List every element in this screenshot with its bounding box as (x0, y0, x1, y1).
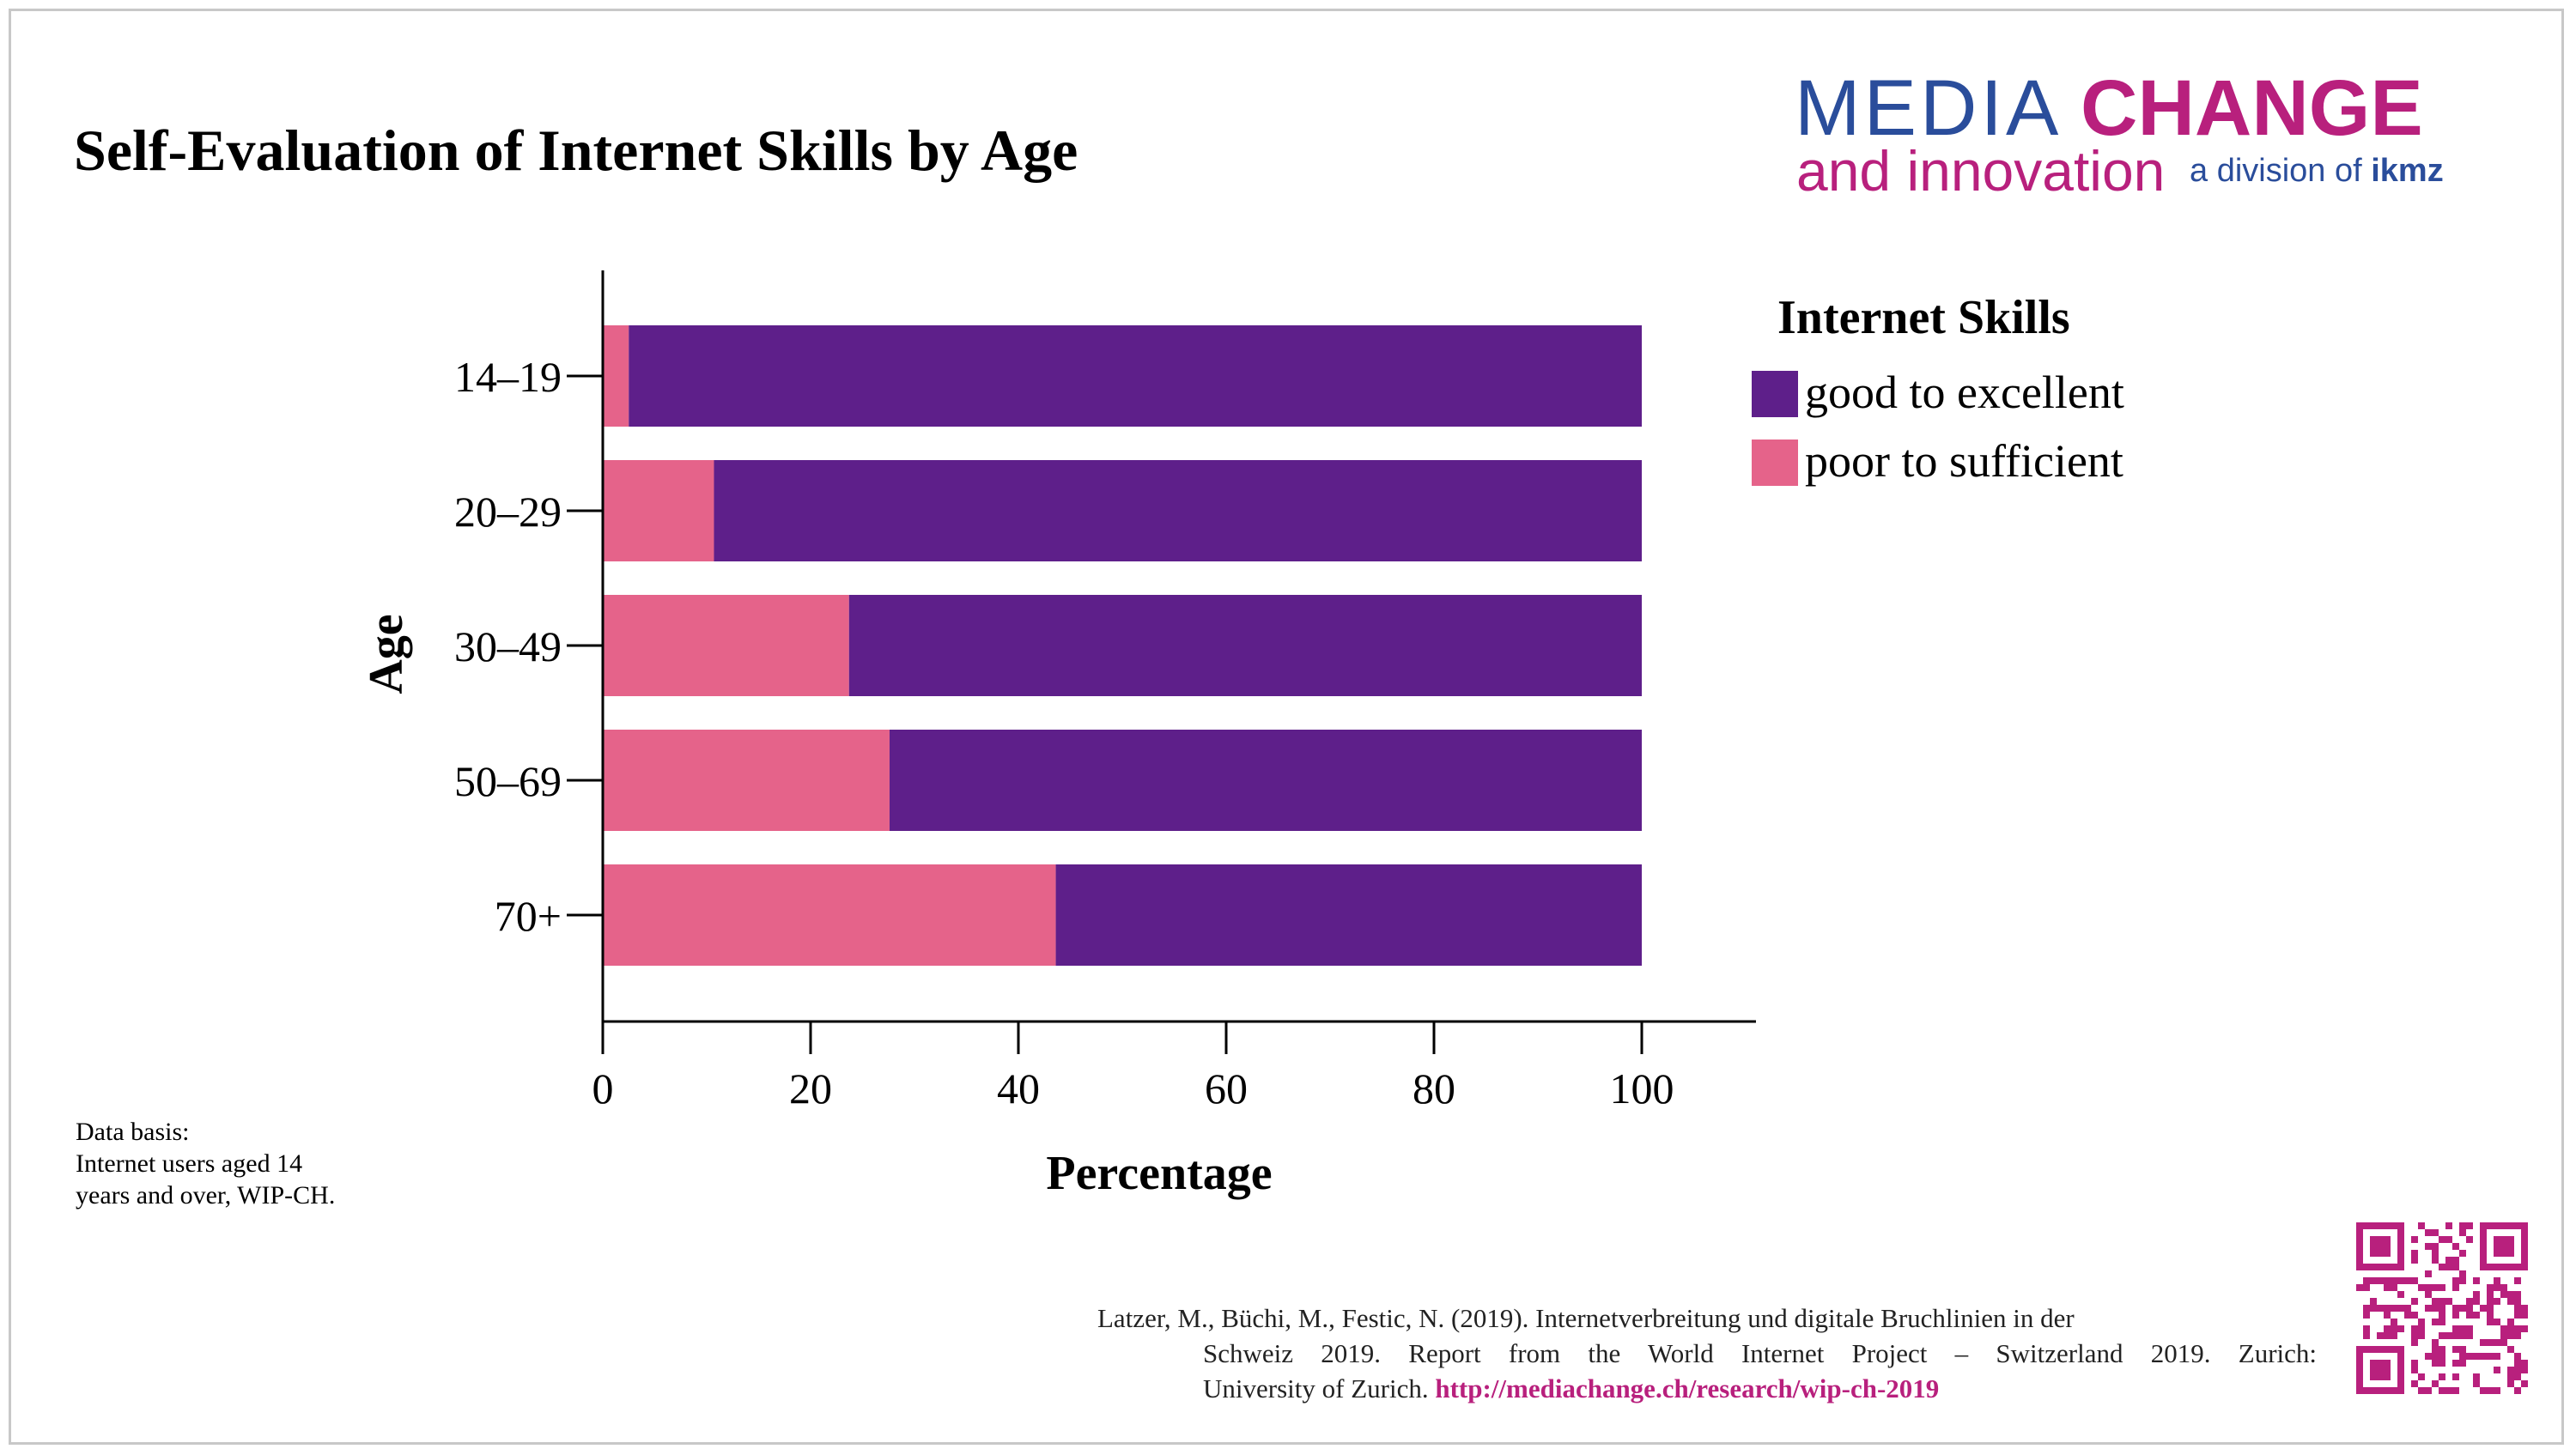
citation-link[interactable]: http://mediachange.ch/research/wip-ch-20… (1435, 1373, 1940, 1403)
axes-group: 14–19 20–29 30–49 50–69 70+ 0 20 40 60 80 100 (454, 270, 1756, 1112)
mediachange-logo: MEDIA CHANGE and innovation a division o… (1795, 64, 2524, 203)
qr-code-icon (2356, 1222, 2528, 1394)
legend: Internet Skills good to excellent poor t… (1752, 290, 2124, 487)
logo-division-text: a division of ikmz (2190, 155, 2444, 187)
citation-line-3: University of Zurich. http://mediachange… (1097, 1371, 2317, 1406)
bar-poor-to-sufficient-5 (603, 864, 1056, 966)
data-basis-line-3: years and over, WIP-CH. (76, 1181, 336, 1209)
citation-line-1: Latzer, M., Büchi, M., Festic, N. (2019)… (1097, 1303, 2075, 1333)
legend-title: Internet Skills (1777, 291, 2070, 344)
x-tick-label-100: 100 (1610, 1064, 1674, 1112)
legend-label-good: good to excellent (1805, 367, 2124, 418)
legend-label-poor: poor to sufficient (1805, 435, 2123, 487)
data-basis-line-2: Internet users aged 14 (76, 1149, 303, 1178)
bars-group (603, 325, 1642, 966)
bar-good-to-excellent-3 (848, 595, 1642, 696)
bar-poor-to-sufficient-2 (603, 460, 714, 561)
chart-title: Self-Evaluation of Internet Skills by Ag… (74, 118, 1078, 183)
logo-media-text: MEDIA (1795, 64, 2063, 152)
y-tick-label-5: 70+ (495, 892, 562, 940)
bar-poor-to-sufficient-3 (603, 595, 849, 696)
legend-swatch-poor (1752, 440, 1798, 486)
logo-ikmz-text: ikmz (2371, 153, 2444, 189)
logo-innovation-text: and innovation (1796, 139, 2166, 203)
bar-good-to-excellent-1 (629, 325, 1642, 427)
bar-good-to-excellent-2 (714, 460, 1642, 561)
bar-good-to-excellent-5 (1055, 864, 1642, 966)
legend-swatch-good (1752, 371, 1798, 417)
x-tick-label-20: 20 (789, 1064, 832, 1112)
logo-division-label: a division of (2190, 153, 2362, 189)
bar-poor-to-sufficient-4 (603, 730, 890, 831)
bar-good-to-excellent-4 (889, 730, 1642, 831)
citation-line-3-text: University of Zurich. (1203, 1373, 1429, 1403)
citation-line-2: Schweiz 2019. Report from the World Inte… (1203, 1338, 2317, 1368)
y-tick-label-3: 30–49 (454, 622, 562, 670)
data-basis-line-1: Data basis: (76, 1118, 190, 1146)
citation: Latzer, M., Büchi, M., Festic, N. (2019)… (1097, 1300, 2317, 1406)
y-tick-label-2: 20–29 (454, 488, 562, 536)
bar-poor-to-sufficient-1 (603, 325, 629, 427)
x-tick-label-0: 0 (592, 1064, 614, 1112)
x-tick-label-40: 40 (997, 1064, 1040, 1112)
x-tick-label-80: 80 (1413, 1064, 1455, 1112)
logo-change-text: CHANGE (2081, 64, 2423, 152)
y-tick-label-1: 14–19 (454, 353, 562, 401)
x-axis-label: Percentage (1046, 1147, 1272, 1200)
x-tick-label-60: 60 (1205, 1064, 1248, 1112)
y-tick-label-4: 50–69 (454, 757, 562, 805)
page-frame (9, 9, 2564, 1445)
data-basis-note: Data basis: Internet users aged 14 years… (76, 1116, 335, 1211)
y-axis-label: Age (360, 614, 413, 694)
